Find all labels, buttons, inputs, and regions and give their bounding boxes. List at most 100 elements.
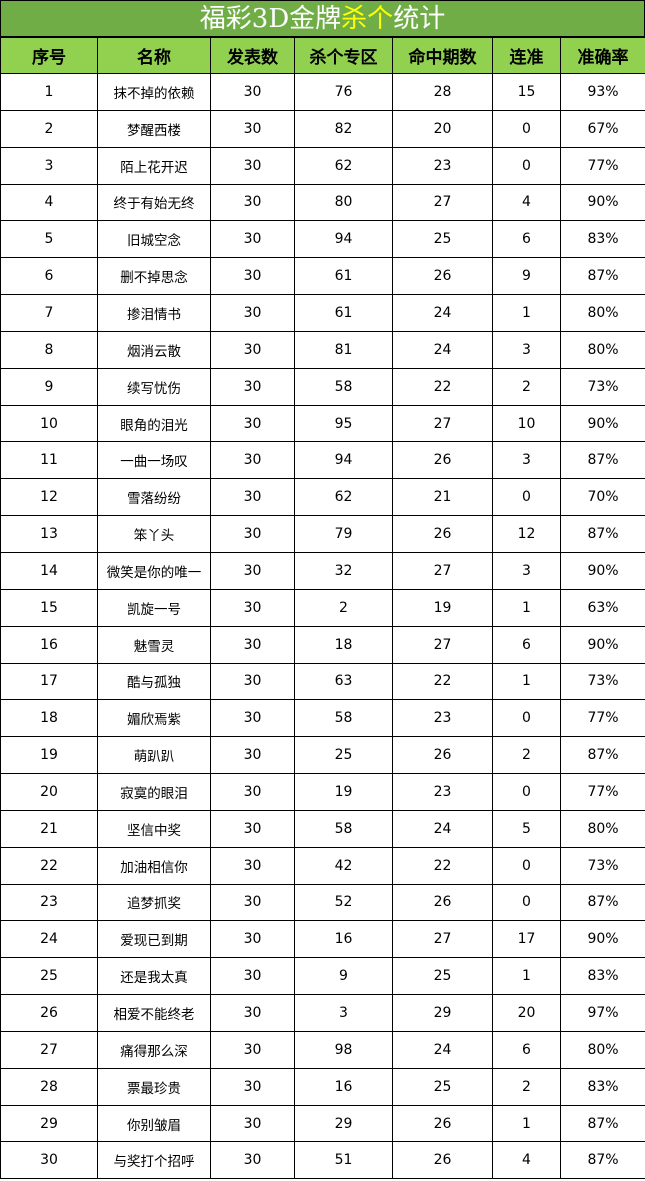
cell-kill-zone: 2 — [294, 588, 393, 627]
cell-kill-zone: 42 — [294, 846, 393, 885]
table-row: 15 凯旋一号 30 2 19 1 63% — [0, 588, 645, 627]
cell-index: 13 — [0, 515, 98, 553]
cell-posts: 30 — [210, 625, 295, 664]
cell-index: 1 — [0, 73, 98, 111]
table-row: 8 烟消云散 30 81 24 3 80% — [0, 330, 645, 369]
cell-posts: 30 — [210, 73, 295, 111]
table-row: 7 掺泪情书 30 61 24 1 80% — [0, 294, 645, 332]
cell-name: 笨丫头 — [97, 515, 211, 553]
cell-kill-zone: 58 — [294, 367, 393, 406]
cell-hits: 25 — [392, 957, 493, 996]
cell-kill-zone: 25 — [294, 736, 393, 775]
cell-index: 28 — [0, 1067, 98, 1106]
table-row: 11 一曲一场叹 30 94 26 3 87% — [0, 441, 645, 480]
cell-posts: 30 — [210, 478, 295, 517]
page-title: 福彩3D金牌杀个统计 — [0, 0, 645, 37]
cell-index: 19 — [0, 736, 98, 775]
cell-accuracy: 87% — [560, 736, 645, 775]
cell-name: 续写忧伤 — [97, 367, 211, 406]
cell-accuracy: 73% — [560, 662, 645, 701]
cell-hits: 26 — [392, 1104, 493, 1143]
column-header-kill-zone: 杀个专区 — [294, 37, 393, 74]
cell-name: 抹不掉的依赖 — [97, 73, 211, 111]
cell-name: 还是我太真 — [97, 957, 211, 996]
cell-kill-zone: 62 — [294, 478, 393, 517]
column-header-index: 序号 — [0, 37, 98, 74]
table-row: 22 加油相信你 30 42 22 0 73% — [0, 846, 645, 885]
cell-kill-zone: 3 — [294, 994, 393, 1032]
cell-index: 22 — [0, 846, 98, 885]
table-row: 24 爱现已到期 30 16 27 17 90% — [0, 920, 645, 959]
cell-streak: 17 — [492, 920, 561, 959]
column-header-posts: 发表数 — [210, 37, 295, 74]
table-row: 2 梦醒西楼 30 82 20 0 67% — [0, 109, 645, 148]
cell-hits: 22 — [392, 662, 493, 701]
cell-index: 2 — [0, 109, 98, 148]
cell-accuracy: 67% — [560, 109, 645, 148]
cell-name: 萌趴趴 — [97, 736, 211, 775]
cell-posts: 30 — [210, 846, 295, 885]
cell-posts: 30 — [210, 773, 295, 811]
cell-posts: 30 — [210, 220, 295, 259]
cell-accuracy: 87% — [560, 441, 645, 480]
table-row: 17 酷与孤独 30 63 22 1 73% — [0, 662, 645, 701]
cell-index: 18 — [0, 699, 98, 738]
cell-accuracy: 87% — [560, 515, 645, 553]
cell-index: 3 — [0, 146, 98, 185]
cell-posts: 30 — [210, 109, 295, 148]
cell-posts: 30 — [210, 146, 295, 185]
cell-index: 10 — [0, 404, 98, 443]
cell-accuracy: 70% — [560, 478, 645, 517]
cell-index: 15 — [0, 588, 98, 627]
cell-index: 29 — [0, 1104, 98, 1143]
table-row: 29 你别皱眉 30 29 26 1 87% — [0, 1104, 645, 1143]
table-row: 14 微笑是你的唯一 30 32 27 3 90% — [0, 551, 645, 590]
cell-name: 删不掉思念 — [97, 257, 211, 296]
cell-index: 9 — [0, 367, 98, 406]
cell-posts: 30 — [210, 330, 295, 369]
table-row: 28 票最珍贵 30 16 25 2 83% — [0, 1067, 645, 1106]
cell-hits: 28 — [392, 73, 493, 111]
cell-hits: 22 — [392, 846, 493, 885]
cell-kill-zone: 94 — [294, 441, 393, 480]
table-row: 27 痛得那么深 30 98 24 6 80% — [0, 1030, 645, 1069]
cell-index: 23 — [0, 883, 98, 922]
column-header-streak: 连准 — [492, 37, 561, 74]
cell-name: 追梦抓奖 — [97, 883, 211, 922]
cell-posts: 30 — [210, 551, 295, 590]
cell-name: 雪落纷纷 — [97, 478, 211, 517]
cell-kill-zone: 16 — [294, 920, 393, 959]
cell-streak: 10 — [492, 404, 561, 443]
cell-name: 你别皱眉 — [97, 1104, 211, 1143]
cell-accuracy: 83% — [560, 220, 645, 259]
cell-index: 25 — [0, 957, 98, 996]
cell-hits: 27 — [392, 920, 493, 959]
table-row: 20 寂寞的眼泪 30 19 23 0 77% — [0, 773, 645, 811]
cell-index: 27 — [0, 1030, 98, 1069]
cell-hits: 24 — [392, 809, 493, 848]
table-row: 1 抹不掉的依赖 30 76 28 15 93% — [0, 73, 645, 111]
cell-kill-zone: 63 — [294, 662, 393, 701]
cell-streak: 15 — [492, 73, 561, 111]
table-row: 4 终于有始无终 30 80 27 4 90% — [0, 183, 645, 222]
cell-posts: 30 — [210, 1030, 295, 1069]
cell-accuracy: 87% — [560, 1104, 645, 1143]
cell-streak: 0 — [492, 146, 561, 185]
cell-hits: 26 — [392, 1141, 493, 1180]
cell-streak: 9 — [492, 257, 561, 296]
cell-name: 微笑是你的唯一 — [97, 551, 211, 590]
table-row: 19 萌趴趴 30 25 26 2 87% — [0, 736, 645, 775]
cell-name: 酷与孤独 — [97, 662, 211, 701]
cell-posts: 30 — [210, 294, 295, 332]
cell-kill-zone: 61 — [294, 294, 393, 332]
cell-hits: 21 — [392, 478, 493, 517]
cell-streak: 1 — [492, 294, 561, 332]
cell-streak: 0 — [492, 109, 561, 148]
cell-hits: 26 — [392, 441, 493, 480]
table-row: 10 眼角的泪光 30 95 27 10 90% — [0, 404, 645, 443]
table-row: 9 续写忧伤 30 58 22 2 73% — [0, 367, 645, 406]
cell-hits: 23 — [392, 146, 493, 185]
cell-hits: 23 — [392, 699, 493, 738]
cell-accuracy: 73% — [560, 846, 645, 885]
cell-accuracy: 63% — [560, 588, 645, 627]
